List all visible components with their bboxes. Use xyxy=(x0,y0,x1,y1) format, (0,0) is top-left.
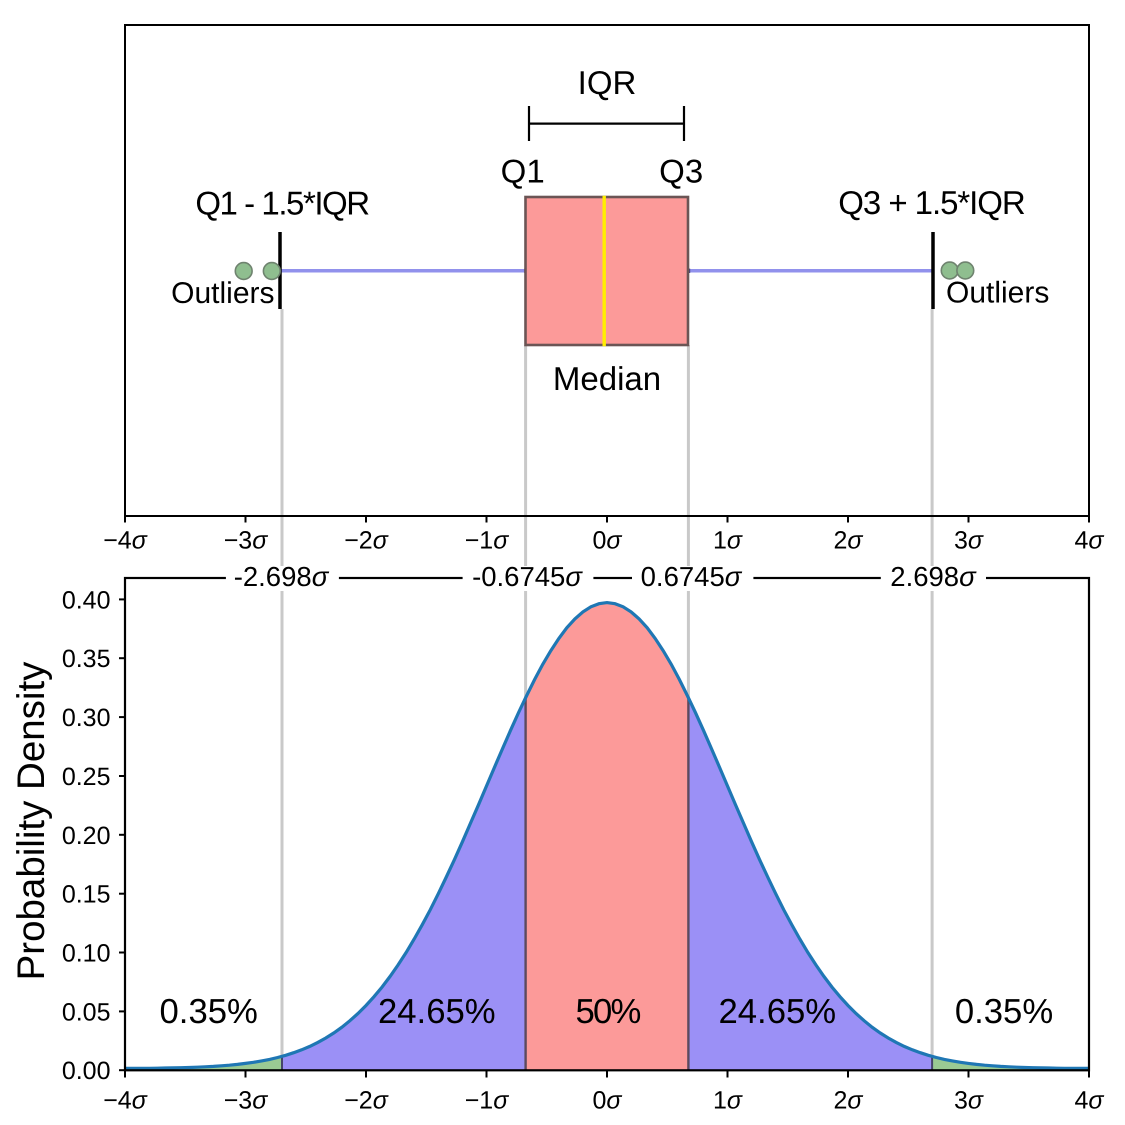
svg-text:4σ: 4σ xyxy=(1075,527,1105,555)
svg-text:−4σ: −4σ xyxy=(103,1087,148,1115)
svg-text:−3σ: −3σ xyxy=(224,1087,269,1115)
svg-text:0.30: 0.30 xyxy=(62,704,111,732)
svg-text:0.40: 0.40 xyxy=(62,586,111,614)
svg-text:2.698σ: 2.698σ xyxy=(890,561,977,592)
svg-text:Outliers: Outliers xyxy=(946,277,1049,310)
svg-text:0.35%: 0.35% xyxy=(955,993,1053,1031)
svg-text:0.05: 0.05 xyxy=(62,998,111,1026)
svg-text:0.20: 0.20 xyxy=(62,822,111,850)
svg-text:−1σ: −1σ xyxy=(465,527,510,555)
svg-text:0.10: 0.10 xyxy=(62,940,111,968)
svg-text:0σ: 0σ xyxy=(593,527,623,555)
svg-text:0σ: 0σ xyxy=(593,1087,623,1115)
svg-text:0.35: 0.35 xyxy=(62,645,111,673)
svg-text:2σ: 2σ xyxy=(834,1087,864,1115)
svg-text:−4σ: −4σ xyxy=(103,527,148,555)
svg-text:0.25: 0.25 xyxy=(62,763,111,791)
svg-text:0.00: 0.00 xyxy=(62,1057,111,1085)
svg-text:Median: Median xyxy=(553,360,661,397)
svg-text:Outliers: Outliers xyxy=(171,277,274,310)
svg-text:24.65%: 24.65% xyxy=(718,993,836,1031)
svg-text:4σ: 4σ xyxy=(1075,1087,1105,1115)
svg-text:-0.6745σ: -0.6745σ xyxy=(472,561,583,592)
svg-text:Probability Density: Probability Density xyxy=(10,661,53,981)
svg-text:1σ: 1σ xyxy=(713,1087,743,1115)
svg-text:−1σ: −1σ xyxy=(465,1087,510,1115)
svg-text:IQR: IQR xyxy=(578,64,637,101)
svg-text:50%: 50% xyxy=(575,993,640,1031)
svg-text:1σ: 1σ xyxy=(713,527,743,555)
svg-text:0.15: 0.15 xyxy=(62,881,111,909)
svg-text:2σ: 2σ xyxy=(834,527,864,555)
svg-text:Q1: Q1 xyxy=(501,153,545,190)
svg-text:3σ: 3σ xyxy=(954,1087,984,1115)
svg-text:0.35%: 0.35% xyxy=(160,993,258,1031)
svg-text:Q1 - 1.5*IQR: Q1 - 1.5*IQR xyxy=(195,185,369,222)
svg-text:−2σ: −2σ xyxy=(344,1087,389,1115)
svg-text:3σ: 3σ xyxy=(954,527,984,555)
svg-text:−2σ: −2σ xyxy=(344,527,389,555)
svg-text:0.6745σ: 0.6745σ xyxy=(641,561,743,592)
svg-text:Q3: Q3 xyxy=(659,153,703,190)
svg-text:Q3 + 1.5*IQR: Q3 + 1.5*IQR xyxy=(838,184,1025,221)
svg-text:24.65%: 24.65% xyxy=(378,993,496,1031)
svg-text:-2.698σ: -2.698σ xyxy=(234,561,330,592)
svg-text:−3σ: −3σ xyxy=(224,527,269,555)
